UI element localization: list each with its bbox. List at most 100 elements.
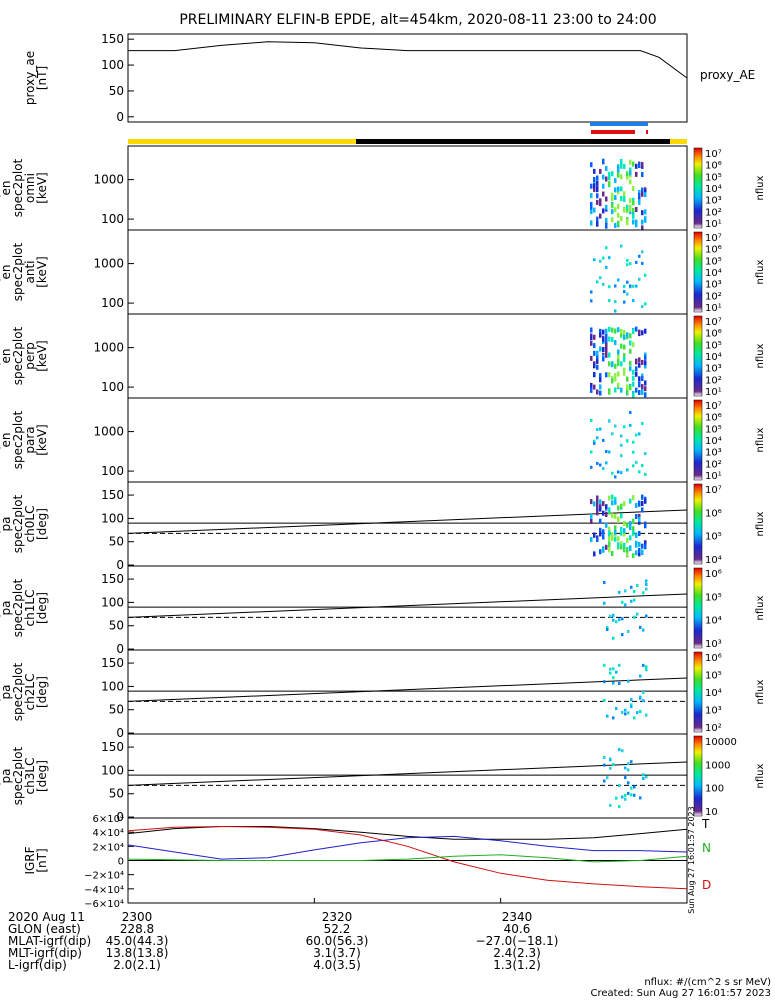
spectrogram-cell [620, 503, 623, 509]
spectrogram-cell [614, 207, 617, 213]
footer-row-label: MLAT-igrf(dip) [8, 934, 91, 948]
spectrogram-cell [623, 300, 626, 304]
spectrogram-cell [599, 531, 602, 537]
spectrogram-cell [645, 668, 648, 672]
spectrogram-cell [630, 786, 633, 790]
spectrogram-cell [605, 461, 608, 465]
spectrogram-cell [624, 776, 627, 780]
y-tick-label: 100 [101, 595, 124, 609]
colorbar-tick-label: 10⁴ [705, 555, 722, 566]
footer-value: 228.8 [120, 922, 154, 936]
colorbar-tick-label: 10⁷ [705, 149, 722, 160]
spectrogram-cell [623, 334, 626, 340]
spectrogram-cell [605, 343, 608, 348]
spectrogram-cell [593, 177, 596, 182]
spectrogram-cell [633, 716, 636, 720]
spectrogram-cell [602, 510, 605, 516]
spectrogram-cell [632, 200, 635, 206]
spectrogram-cell [605, 328, 608, 334]
y-axis-label: ch0LC [23, 506, 37, 543]
spectrogram-cell [641, 330, 644, 336]
spectrogram-cell [638, 551, 641, 557]
spectrogram-cell [614, 529, 617, 535]
spectrogram-cell [621, 600, 624, 604]
spectrogram-cell [641, 219, 644, 225]
spectrogram-cell [627, 630, 630, 633]
spectrogram-cell [641, 261, 644, 265]
spectrogram-cell [590, 450, 593, 454]
spectrogram-cell [645, 713, 648, 717]
spectrogram-cell [602, 208, 605, 214]
spectrogram-cell [593, 441, 596, 445]
spectrogram-cell [632, 185, 635, 191]
spectrogram-cell [621, 617, 624, 621]
spectrogram-cells [590, 494, 647, 559]
spectrogram-cell [611, 171, 614, 177]
spectrogram-cell [593, 439, 596, 443]
spectrogram-cell [641, 494, 644, 500]
colorbar-tick-label: 10³ [705, 280, 722, 291]
spectrogram-cell [627, 791, 630, 795]
y-axis-label: IGRF [23, 846, 37, 874]
y-axis-label: [keV] [35, 256, 49, 287]
spectrogram-cell [644, 380, 647, 386]
spectrogram-cell [608, 171, 611, 177]
panel-frame [127, 229, 688, 315]
igrf-series-line [127, 835, 688, 860]
science-zone-bar [591, 130, 635, 134]
spectrogram-cell [611, 196, 614, 202]
spectrogram-cell [593, 207, 596, 213]
y-tick-label: 0 [116, 110, 124, 124]
spectrogram-cell [606, 776, 609, 780]
spectrogram-cell [602, 438, 605, 442]
y-axis-label: ch2LC [23, 674, 37, 711]
spectrogram-cell [605, 511, 608, 517]
spectrogram-cell [611, 494, 614, 500]
spectrogram-cell [620, 434, 623, 438]
spectrogram-cell [618, 590, 621, 594]
spectrogram-cell [638, 531, 641, 536]
plot-title: PRELIMINARY ELFIN-B EPDE, alt=454km, 202… [179, 12, 656, 28]
spectrogram-cells [603, 748, 648, 809]
spectrogram-cell [605, 504, 608, 510]
spectrogram-cell [596, 193, 599, 199]
spectrogram-cell [645, 579, 648, 583]
spectrogram-cell [620, 471, 623, 475]
spectrogram-cell [617, 327, 620, 333]
spectrogram-cell [629, 385, 632, 391]
spectrogram-cell [623, 284, 626, 288]
spectrogram-cell [629, 206, 632, 212]
spectrogram-cell [608, 352, 611, 358]
spectrogram-cell [618, 663, 621, 667]
spectrogram-cell [593, 343, 596, 349]
spectrogram-cell [629, 545, 632, 551]
spectrogram-cell [620, 163, 623, 169]
spectrogram-cell [626, 551, 629, 556]
spectrogram-cell [630, 585, 633, 589]
spectrogram-cell [635, 260, 638, 264]
spectrogram-cell [644, 386, 647, 392]
spectrogram-cell [590, 519, 593, 524]
spectrogram-cell [623, 425, 626, 429]
spectrogram-cell [635, 219, 638, 225]
spectrogram-cell [608, 419, 611, 423]
spectrogram-cell [638, 541, 641, 547]
spectrogram-cells [590, 326, 647, 398]
spectrogram-cell [602, 501, 605, 507]
y-tick-label: 1000 [93, 425, 124, 439]
spectrogram-cell [590, 204, 593, 210]
spectrogram-cell [641, 305, 644, 309]
spectrogram-cell [624, 797, 627, 801]
spectrogram-cell [614, 376, 617, 382]
colorbar-label: nflux [755, 679, 766, 704]
colorbar-tick-label: 10² [705, 375, 722, 386]
spectrogram-cell [608, 372, 611, 378]
spectrogram-cell [605, 372, 608, 378]
sunlight-bar [128, 139, 356, 144]
spectrogram-cell [590, 327, 593, 333]
colorbar-tick-label: 10² [705, 291, 722, 302]
footer-value: 13.8(13.8) [106, 946, 169, 960]
spectrogram-cell [617, 505, 620, 511]
spectrogram-cell [596, 537, 599, 542]
spectrogram-cell [608, 495, 611, 501]
